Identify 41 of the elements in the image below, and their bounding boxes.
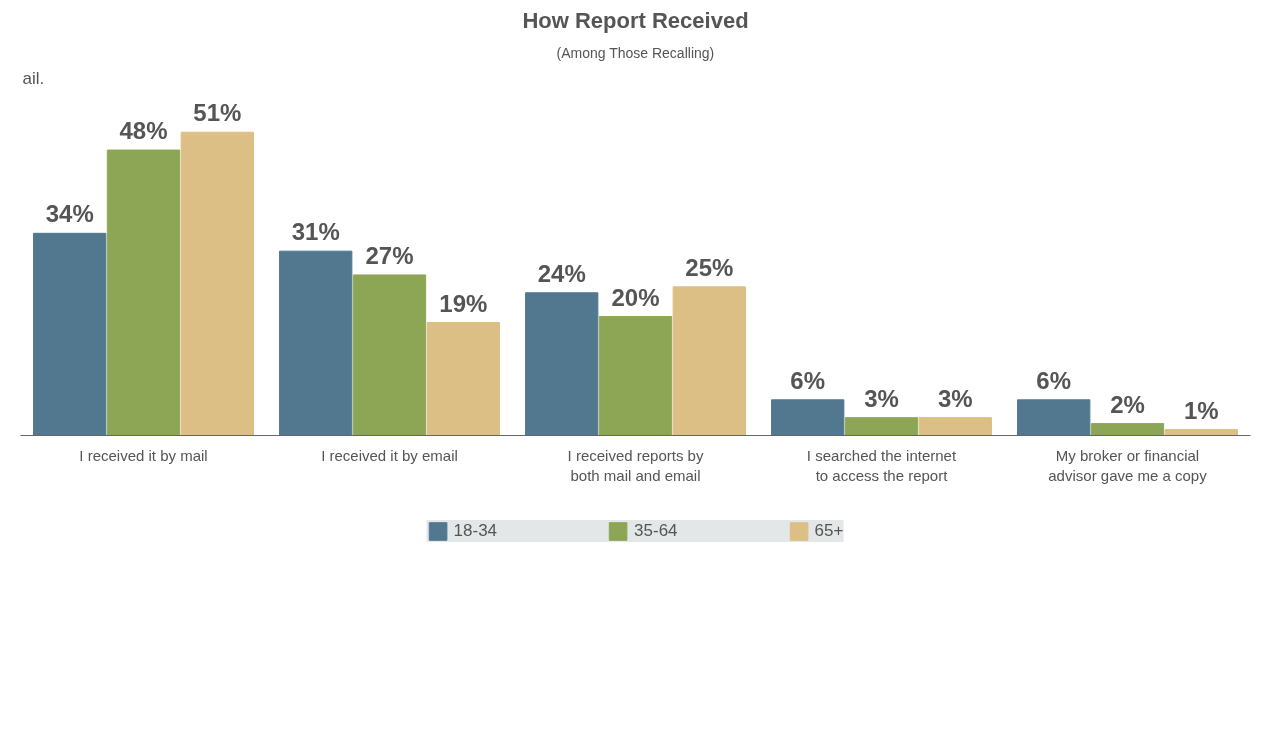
- data-label: 24%: [537, 259, 586, 287]
- data-label: 2%: [1110, 390, 1145, 418]
- bar: [1017, 399, 1091, 436]
- bar: [1164, 429, 1238, 436]
- data-label: 1%: [1183, 396, 1219, 424]
- data-label: 3%: [937, 384, 973, 412]
- data-label: 48%: [119, 117, 168, 145]
- x-tick-label: I received it by email: [321, 446, 458, 464]
- data-label: 3%: [864, 384, 899, 412]
- bar: [352, 274, 427, 436]
- data-label: 19%: [439, 289, 488, 317]
- bar: [106, 149, 181, 436]
- bar: [426, 322, 500, 436]
- x-tick-label: I received it by mail: [79, 446, 208, 464]
- bar: [1090, 423, 1165, 436]
- bar: [598, 316, 673, 436]
- bar: [525, 292, 599, 436]
- legend-label: 18-34: [453, 521, 498, 541]
- chart-subtitle: (Among Those Recalling): [556, 44, 715, 61]
- x-tick-label: My broker or financial advisor gave me a copy: [1048, 446, 1208, 484]
- data-label: 25%: [685, 253, 734, 281]
- bar: [672, 286, 746, 436]
- bar: [180, 131, 254, 436]
- bar: [771, 399, 845, 436]
- bar: [844, 417, 919, 436]
- data-label: 27%: [365, 241, 414, 269]
- bar: [279, 250, 353, 436]
- x-tick-label: I received reports by both mail and email: [567, 446, 704, 484]
- data-label: 20%: [611, 283, 660, 311]
- legend-label: 35-64: [634, 521, 678, 541]
- data-label: 51%: [193, 99, 242, 127]
- data-label: 34%: [45, 200, 94, 228]
- bar: [918, 417, 992, 436]
- bar: [33, 232, 107, 436]
- data-label: 6%: [790, 366, 826, 394]
- data-label: 6%: [1036, 366, 1072, 394]
- text: ail.: [22, 68, 45, 88]
- chart-title: How Report Received: [522, 7, 749, 33]
- data-label: 31%: [291, 218, 340, 246]
- legend-label: 65+: [814, 521, 844, 541]
- x-tick-label: I searched the internet to access the report: [806, 446, 957, 484]
